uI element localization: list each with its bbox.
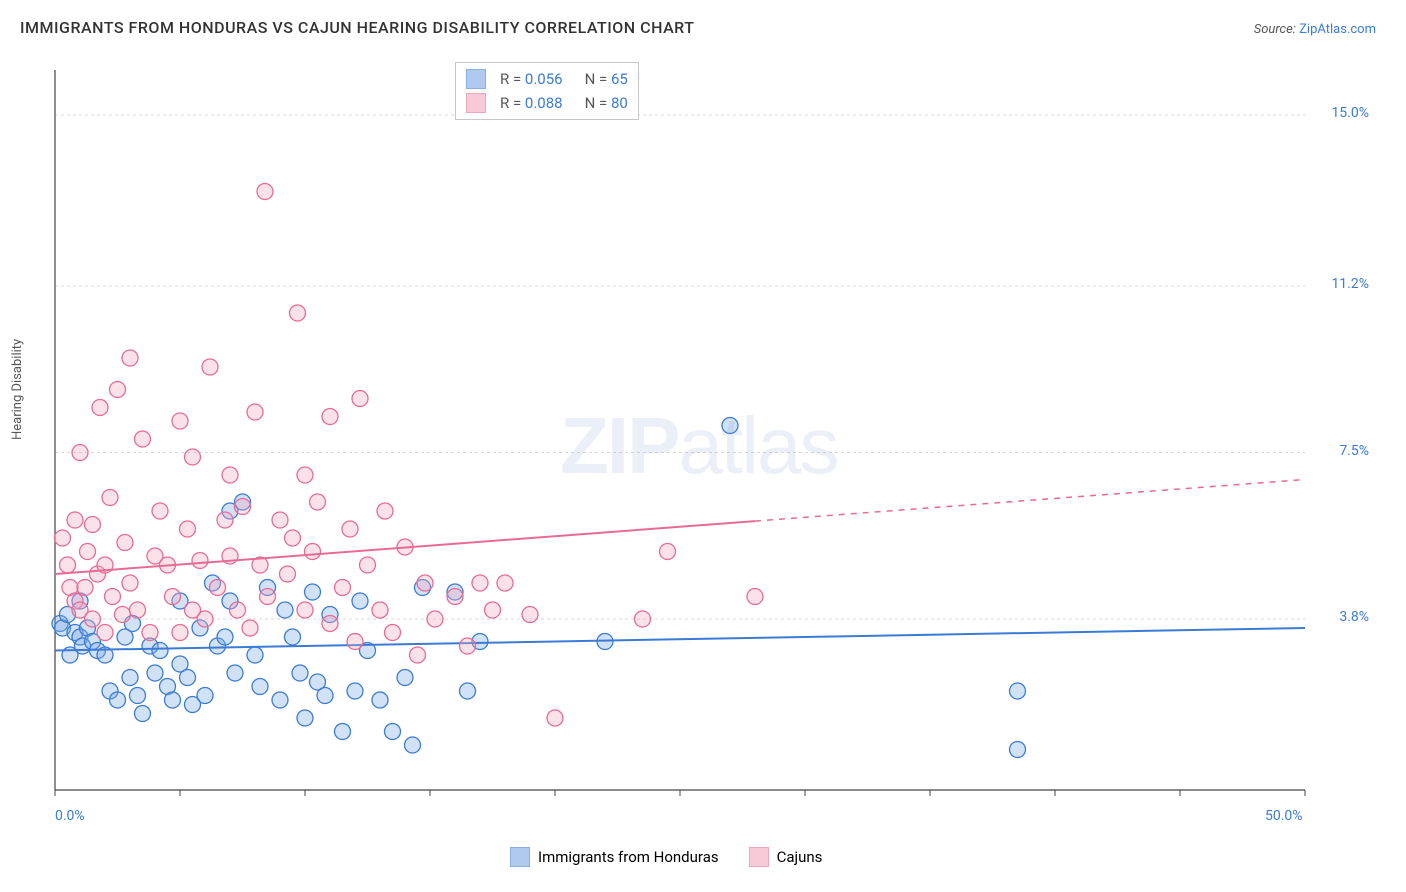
y-tick-label: 7.5% [1309,443,1369,459]
legend-series-item: Immigrants from Honduras [510,847,719,867]
y-axis-label: Hearing Disability [10,339,25,440]
legend-swatch-icon [466,93,486,113]
x-tick-label: 50.0% [1265,808,1303,824]
legend-series: Immigrants from Honduras Cajuns [510,847,822,867]
chart-title: IMMIGRANTS FROM HONDURAS VS CAJUN HEARIN… [20,18,694,37]
source-label: Source: [1254,22,1299,37]
legend-swatch-icon [510,847,530,867]
x-tick-label: 0.0% [55,808,85,824]
source-attribution: Source: ZipAtlas.com [1254,22,1376,37]
legend-series-item: Cajuns [749,847,823,867]
y-tick-label: 11.2% [1309,276,1369,292]
legend-stat-row: R = 0.056N = 65 [466,67,628,91]
scatter-plot [45,60,1365,820]
legend-statistics: R = 0.056N = 65R = 0.088N = 80 [455,62,639,120]
legend-stat-row: R = 0.088N = 80 [466,91,628,115]
y-tick-label: 15.0% [1309,105,1369,121]
y-tick-label: 3.8% [1309,609,1369,625]
legend-swatch-icon [749,847,769,867]
legend-swatch-icon [466,69,486,89]
source-link[interactable]: ZipAtlas.com [1299,22,1376,37]
